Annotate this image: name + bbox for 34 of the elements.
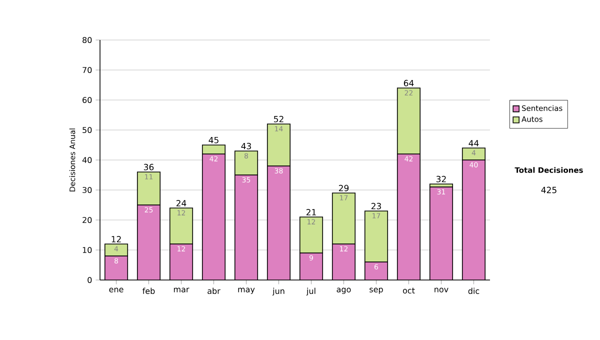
x-tick-label: ene [109, 288, 124, 292]
y-tick-label: 0 [88, 276, 92, 284]
total-label: 21 [306, 208, 316, 216]
x-tick-label: sep [370, 288, 383, 294]
total-label: 44 [468, 140, 479, 146]
x-tick-label: may [238, 288, 255, 294]
total-label: 43 [241, 142, 251, 150]
text: 425 [541, 186, 556, 194]
x-tick-label: nov [434, 288, 448, 292]
y-tick-label: 60 [82, 96, 92, 104]
total-label: 23 [371, 202, 381, 210]
total-label: 52 [274, 116, 284, 122]
y-tick-label: 50 [82, 126, 92, 134]
x-tick-label: mar [174, 288, 190, 292]
y-tick-label: 80 [82, 36, 92, 44]
y-tick-label: 40 [82, 156, 92, 164]
x-tick-label: feb [142, 288, 155, 294]
x-tick-label: oct [402, 288, 415, 294]
y-tick-label: 70 [82, 66, 92, 74]
total-label: 36 [144, 164, 154, 170]
total-label: 64 [404, 80, 414, 86]
total-label: 29 [338, 184, 349, 192]
total-label: 12 [112, 236, 121, 242]
total-label: 32 [436, 176, 446, 182]
y-tick-label: 10 [82, 246, 92, 254]
x-tick-label: abr [208, 288, 220, 294]
total-label: 24 [176, 200, 186, 206]
x-tick-label: jun [272, 288, 284, 296]
x-tick-label: ago [336, 288, 351, 294]
y-tick-label: 30 [82, 186, 92, 194]
x-tick-label: dic [468, 288, 480, 294]
x-tick-label: jul [306, 288, 316, 296]
y-tick-label: 20 [82, 216, 92, 224]
total-label: 45 [208, 136, 218, 144]
